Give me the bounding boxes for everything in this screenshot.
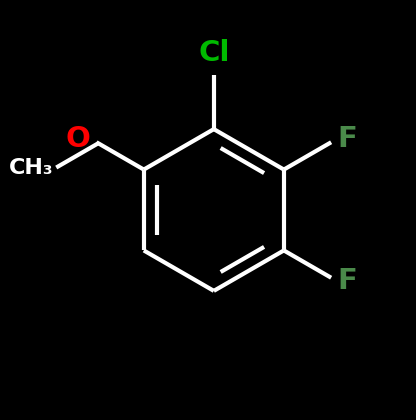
Text: Cl: Cl xyxy=(198,39,230,67)
Text: O: O xyxy=(65,125,90,152)
Text: F: F xyxy=(337,125,357,152)
Text: CH₃: CH₃ xyxy=(8,158,53,178)
Text: F: F xyxy=(337,268,357,295)
